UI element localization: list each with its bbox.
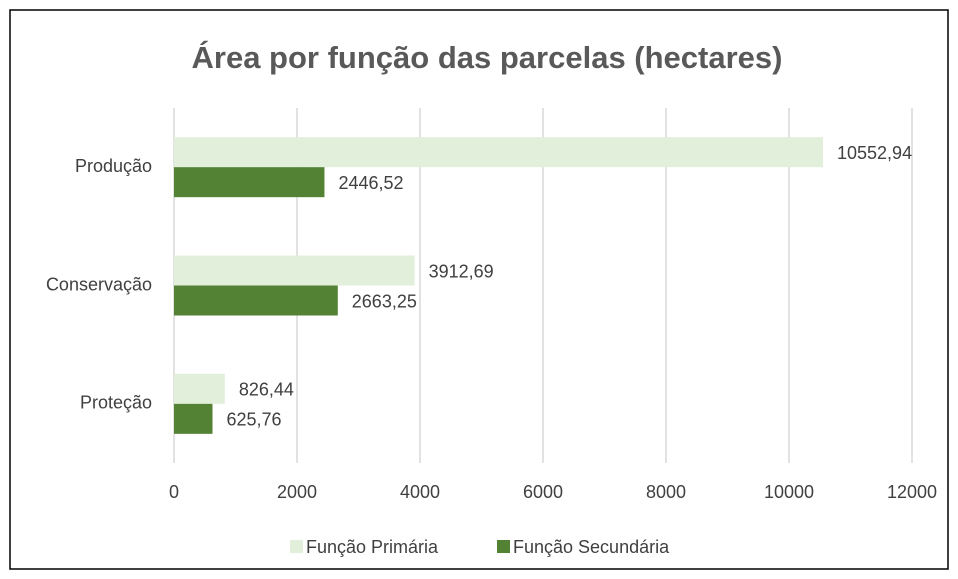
chart-border <box>9 9 949 570</box>
bar <box>174 255 415 286</box>
bar <box>174 403 213 434</box>
x-tick-label: 0 <box>169 482 179 502</box>
data-label: 2446,52 <box>338 173 403 193</box>
data-label: 10552,94 <box>837 143 912 163</box>
y-tick-label: Proteção <box>80 393 152 413</box>
legend-swatch <box>497 540 510 553</box>
y-tick-label: Produção <box>75 156 152 176</box>
x-tick-label: 2000 <box>277 482 317 502</box>
bar <box>174 167 325 198</box>
data-label: 826,44 <box>239 380 294 400</box>
x-tick-label: 4000 <box>400 482 440 502</box>
bar <box>174 373 225 404</box>
x-tick-label: 6000 <box>523 482 563 502</box>
bar <box>174 137 824 168</box>
data-label: 3912,69 <box>429 261 494 281</box>
legend-label: Função Primária <box>306 537 439 557</box>
x-tick-label: 8000 <box>646 482 686 502</box>
legend-label: Função Secundária <box>513 537 670 557</box>
data-label: 625,76 <box>226 410 281 430</box>
x-tick-label: 12000 <box>887 482 937 502</box>
y-tick-label: Conservação <box>46 274 152 294</box>
bar <box>174 285 338 316</box>
chart-title: Área por função das parcelas (hectares) <box>192 40 783 75</box>
data-label: 2663,25 <box>352 291 417 311</box>
legend-swatch <box>290 540 303 553</box>
x-tick-label: 10000 <box>764 482 814 502</box>
